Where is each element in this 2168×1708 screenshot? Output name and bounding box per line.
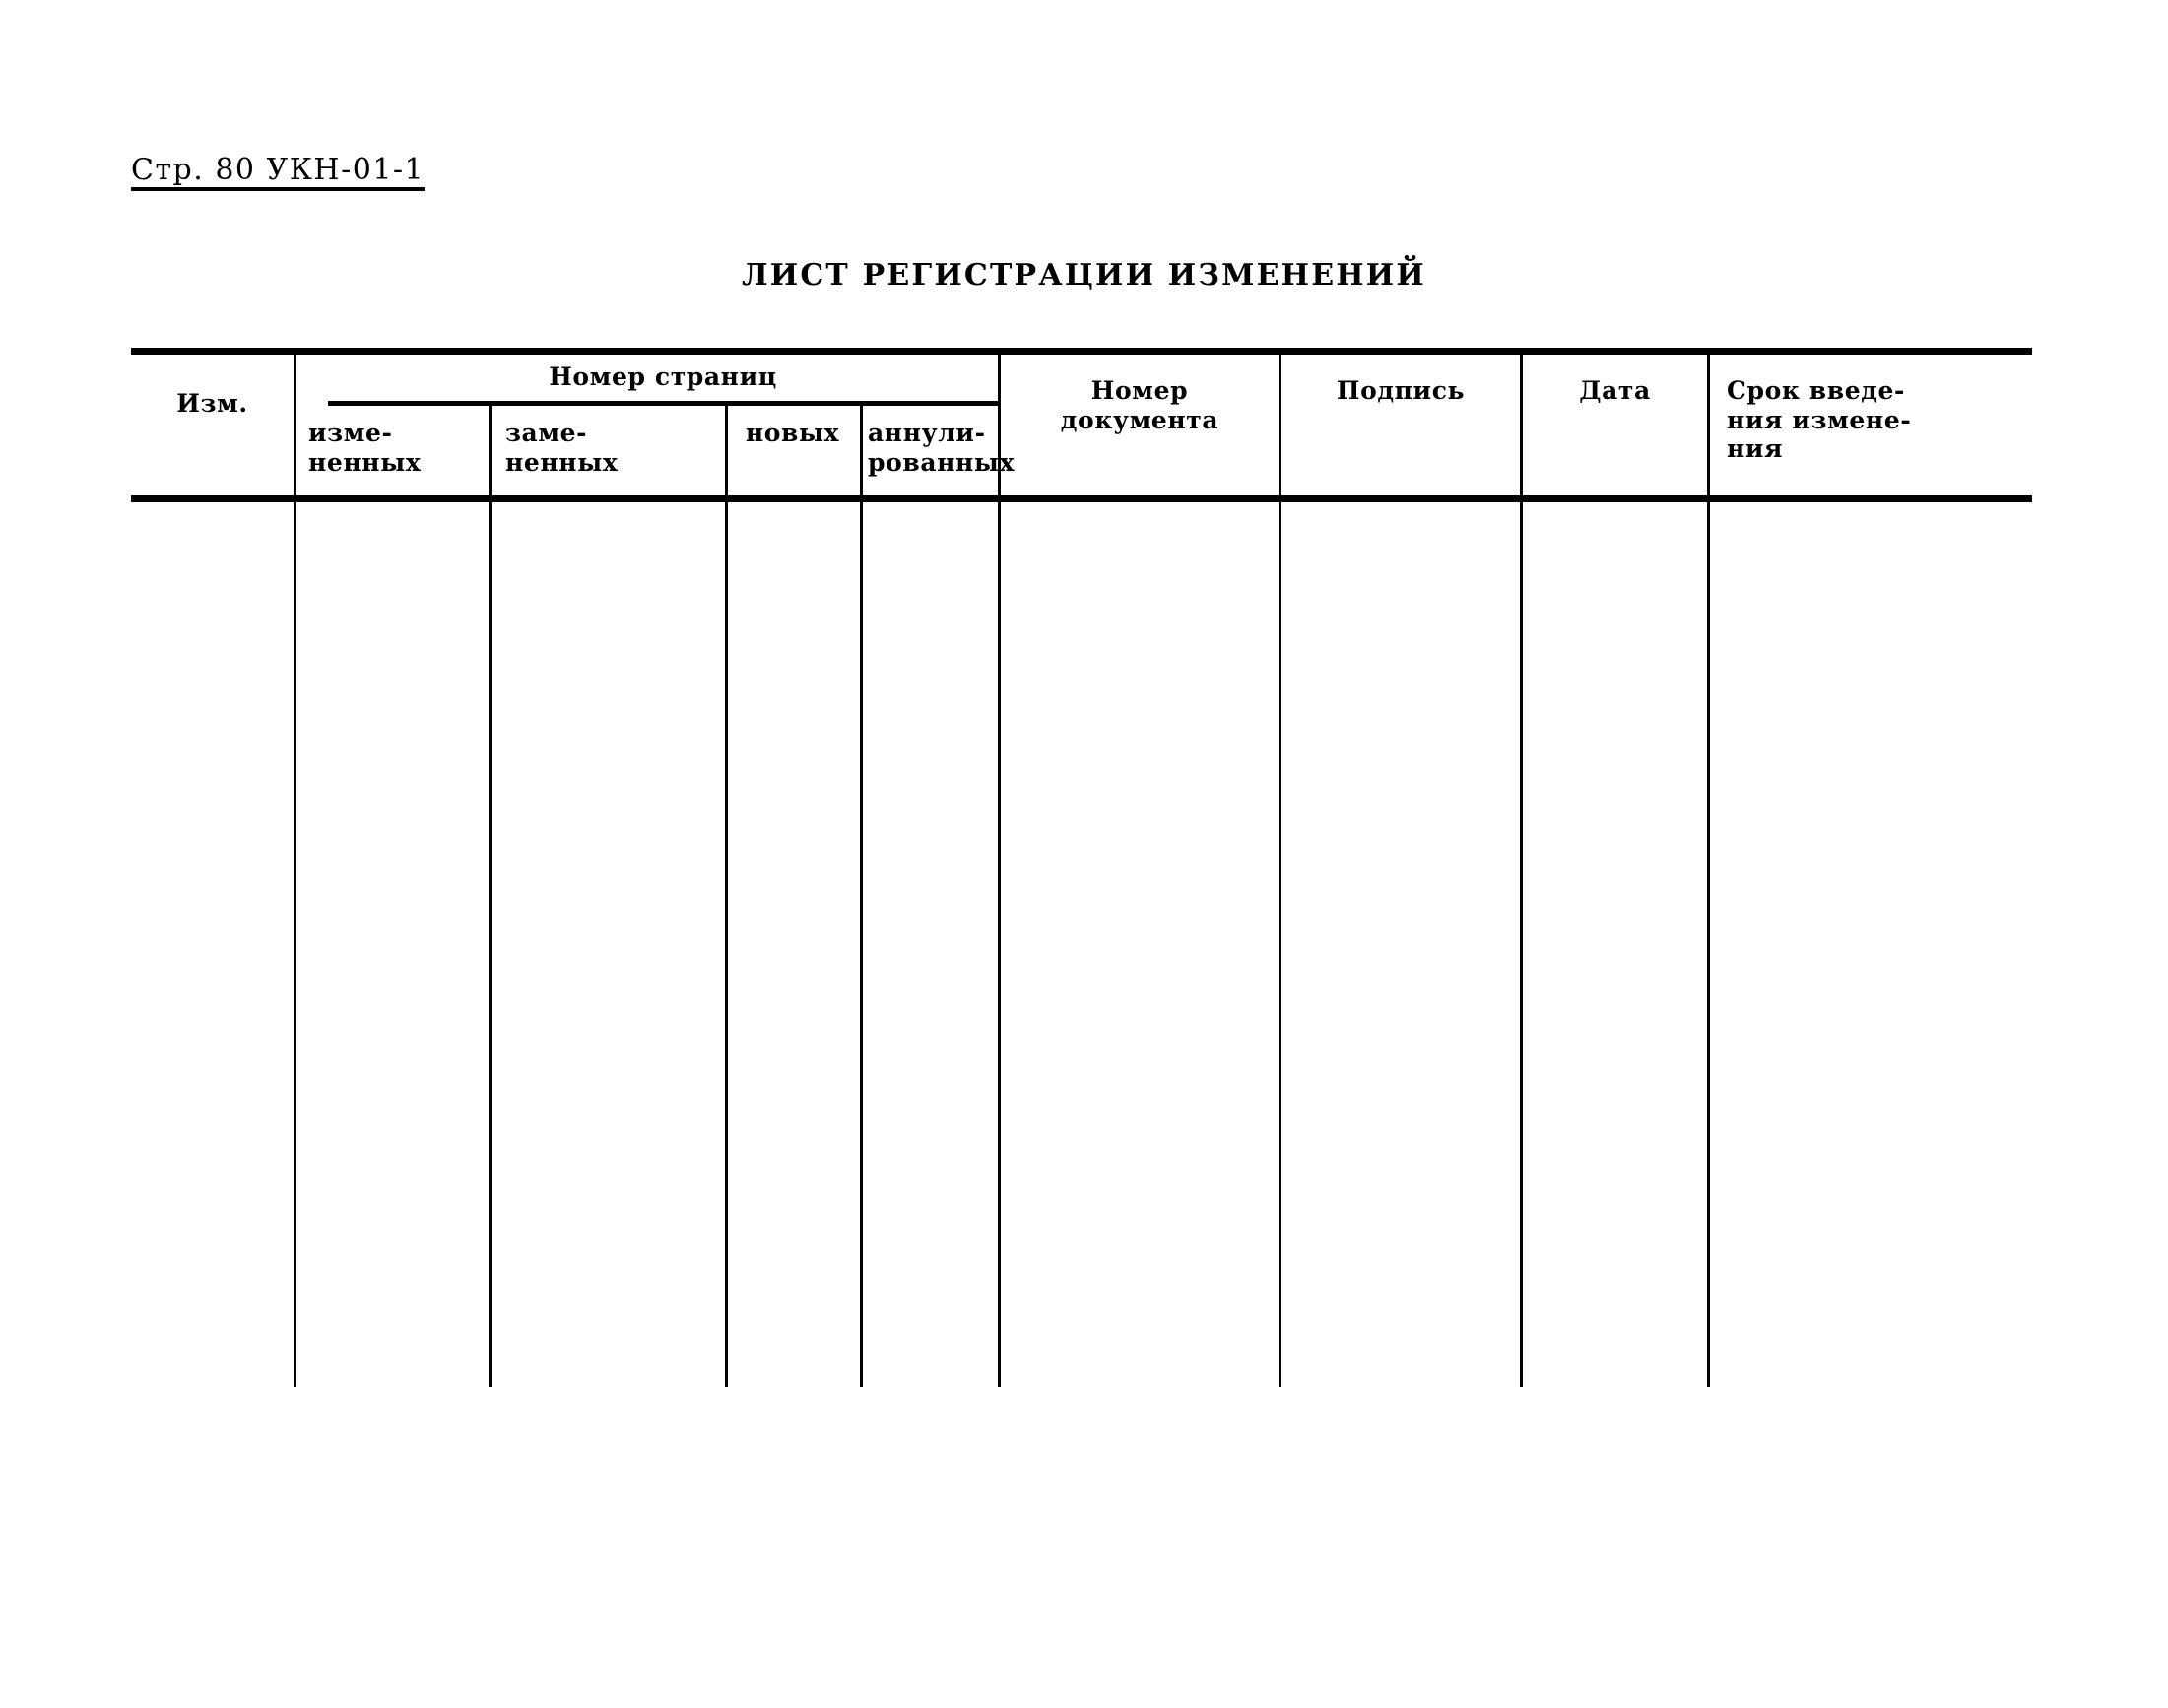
table-top-rule: [131, 348, 2032, 355]
table-header-bottom-rule: [131, 495, 2032, 502]
column-divider-pages-new: [860, 404, 863, 1387]
column-divider-pages-replaced: [725, 404, 728, 1387]
page-title: ЛИСТ РЕГИСТРАЦИИ ИЗМЕНЕНИЙ: [742, 258, 1426, 293]
column-divider-doc-number: [1279, 355, 1281, 1387]
table-header-row: Изм. Номер страниц изме- ненных заме- не…: [131, 355, 2032, 495]
header-deadline: Срок введе- ния измене- ния: [1727, 376, 1912, 463]
pages-group-underline: [328, 401, 998, 406]
column-divider-signature: [1520, 355, 1523, 1387]
column-divider-izm: [294, 355, 296, 1387]
header-pages-replaced: заме- ненных: [505, 419, 619, 477]
table-body-empty: [131, 495, 2032, 1387]
column-divider-date: [1707, 355, 1710, 1387]
header-signature: Подпись: [1336, 376, 1466, 405]
header-doc-number: Номер документа: [1060, 376, 1219, 434]
header-pages-changed: изме- ненных: [308, 419, 422, 477]
change-registration-table: Изм. Номер страниц изме- ненных заме- не…: [131, 348, 2032, 1387]
header-pages-new: новых: [745, 419, 840, 447]
page-code-label: Стр. 80 УКН-01-1: [131, 156, 426, 191]
header-pages-cancelled: аннули- рованных: [868, 419, 1016, 477]
column-divider-pages-group: [998, 355, 1001, 1387]
header-pages-group: Номер страниц: [549, 362, 777, 391]
column-divider-pages-changed: [489, 404, 492, 1387]
header-izm: Изм.: [176, 389, 248, 418]
header-date: Дата: [1579, 376, 1651, 405]
